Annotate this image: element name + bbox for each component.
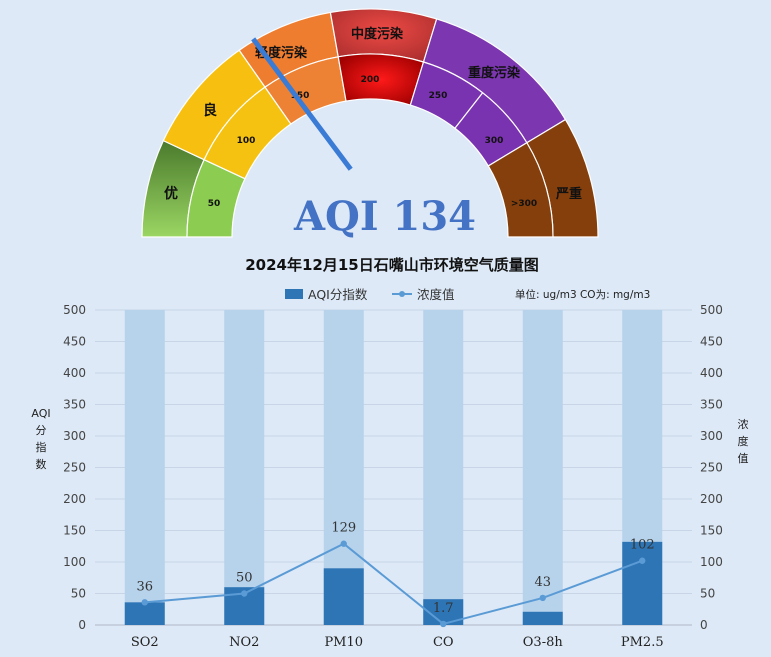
left-axis-title: AQI 分指数 xyxy=(31,407,50,471)
gauge-inner-label-1: 100 xyxy=(237,136,256,146)
gauge-outer-label-1: 良 xyxy=(203,102,217,119)
y-axis-ticks: 0 50 100 150 200 250 300 350 400 450 500 xyxy=(63,303,86,632)
line-point-PM10 xyxy=(340,540,347,547)
x-tick-label: PM2.5 xyxy=(621,635,664,650)
line-point-CO xyxy=(440,620,447,628)
legend-bar-swatch xyxy=(285,289,303,299)
chart-grid xyxy=(95,309,692,626)
y2-tick-label: 150 xyxy=(700,524,723,538)
chart-bars xyxy=(124,310,663,625)
bar-SO2 xyxy=(124,602,165,625)
y-tick-label: 200 xyxy=(63,492,86,506)
y2-tick-label: 0 xyxy=(700,618,708,632)
y-tick-label: 450 xyxy=(63,335,86,349)
gauge-inner-label-3: 200 xyxy=(361,75,380,85)
y-tick-label: 400 xyxy=(63,366,86,380)
y-tick-label: 100 xyxy=(63,555,86,569)
line-data-label: 50 xyxy=(236,571,253,586)
y2-axis-ticks: 0 50 100 150 200 250 300 350 400 450 500 xyxy=(700,303,723,632)
x-tick-label: PM10 xyxy=(324,635,363,650)
gauge-outer-bands xyxy=(141,8,599,238)
background-bar-NO2 xyxy=(224,310,265,625)
y2-tick-label: 250 xyxy=(700,461,723,475)
y2-tick-label: 500 xyxy=(700,303,723,317)
line-point-SO2 xyxy=(141,599,148,606)
chart-title: 2024年12月15日石嘴山市环境空气质量图 xyxy=(245,256,539,274)
y-tick-label: 150 xyxy=(63,524,86,538)
gauge-needle xyxy=(251,37,353,171)
line-point-O3-8h xyxy=(539,594,546,602)
line-data-label: 102 xyxy=(630,538,655,553)
y-tick-label: 500 xyxy=(63,303,86,317)
gauge-inner-label-2: 150 xyxy=(291,91,310,101)
y-tick-label: 50 xyxy=(71,587,86,601)
y2-tick-label: 100 xyxy=(700,555,723,569)
y2-tick-label: 450 xyxy=(700,335,723,349)
bar-PM10 xyxy=(323,568,364,625)
right-axis-title: 浓度值 xyxy=(738,418,749,465)
gauge-outer-label-0: 优 xyxy=(164,185,178,202)
y2-tick-label: 400 xyxy=(700,366,723,380)
x-tick-label: NO2 xyxy=(229,635,259,650)
gauge-inner-label-5: 300 xyxy=(485,136,504,146)
gauge-outer-label-5: 严重 xyxy=(555,186,582,202)
background-bar-SO2 xyxy=(124,310,165,625)
line-data-label: 36 xyxy=(136,579,153,594)
gauge-outer-label-4: 重度污染 xyxy=(468,65,521,81)
line-data-label: 1.7 xyxy=(433,601,454,616)
line-point-NO2 xyxy=(241,590,248,597)
y-tick-label: 350 xyxy=(63,398,86,412)
line-data-label: 43 xyxy=(534,575,551,590)
background-bar-O3-8h xyxy=(522,310,563,625)
line-point-PM2.5 xyxy=(639,557,646,564)
bar-PM2.5 xyxy=(622,541,663,625)
gauge-inner-band-6 xyxy=(487,141,554,238)
y-tick-label: 250 xyxy=(63,461,86,475)
x-axis-ticks: SO2 NO2 PM10 CO O3-8h PM2.5 xyxy=(131,635,664,650)
gauge-inner-label-4: 250 xyxy=(429,91,448,101)
y2-tick-label: 200 xyxy=(700,492,723,506)
bar-O3-8h xyxy=(522,611,563,625)
x-tick-label: O3-8h xyxy=(523,635,564,650)
concentration-line xyxy=(144,542,643,626)
y2-axis-title: 浓度值 xyxy=(738,418,749,465)
chart-line: 36 50 129 1.7 43 102 xyxy=(136,521,655,628)
x-tick-label: CO xyxy=(433,635,454,650)
y2-tick-label: 300 xyxy=(700,429,723,443)
legend-line-label: 浓度值 xyxy=(417,287,455,302)
gauge-inner-label-6: >300 xyxy=(511,199,537,209)
y-tick-label: 0 xyxy=(78,618,86,632)
background-bar-CO xyxy=(423,310,464,625)
aqi-value-label: AQI 134 xyxy=(293,193,476,240)
x-tick-label: SO2 xyxy=(131,635,159,650)
y2-tick-label: 50 xyxy=(700,587,715,601)
gauge-inner-label-0: 50 xyxy=(208,199,221,209)
gauge-outer-label-3: 中度污染 xyxy=(351,26,404,42)
chart-legend: AQI分指数 浓度值 单位: ug/m3 CO为: mg/m3 xyxy=(285,287,650,302)
y2-tick-label: 350 xyxy=(700,398,723,412)
gauge-inner-band-3 xyxy=(337,53,425,106)
y-axis-title: AQI 分指数 xyxy=(31,407,50,471)
legend-line-marker xyxy=(399,291,405,297)
y-tick-label: 300 xyxy=(63,429,86,443)
unit-note: 单位: ug/m3 CO为: mg/m3 xyxy=(515,288,650,301)
line-data-label: 129 xyxy=(331,521,356,536)
gauge-inner-bands xyxy=(186,53,554,238)
legend-bar-label: AQI分指数 xyxy=(308,287,368,302)
